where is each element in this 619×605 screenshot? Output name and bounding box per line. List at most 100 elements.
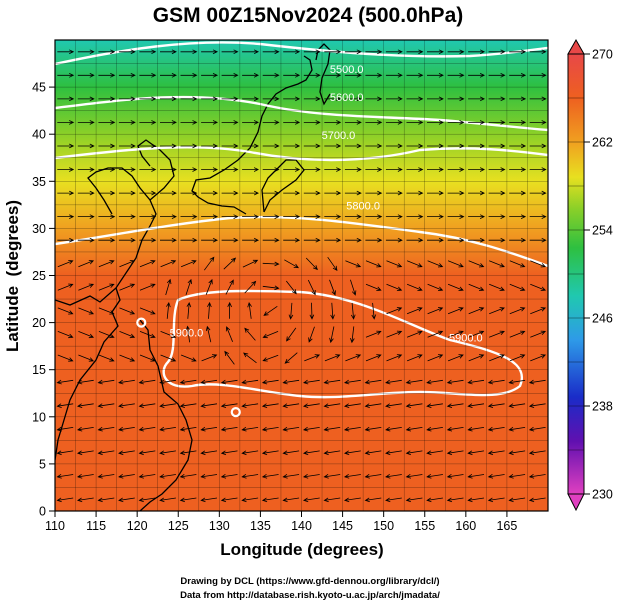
wind-arrow <box>282 403 300 408</box>
wind-arrow <box>385 237 403 243</box>
wind-arrow <box>302 473 320 479</box>
wind-arrow <box>242 96 260 102</box>
wind-arrow <box>302 450 320 456</box>
wind-arrow <box>57 260 74 268</box>
wind-arrow <box>263 305 278 316</box>
wind-arrow <box>330 302 335 320</box>
wind-arrow <box>56 403 74 408</box>
wind-arrow <box>284 259 300 269</box>
wind-arrow <box>186 301 192 319</box>
wind-arrow <box>530 307 547 315</box>
wind-arrow <box>138 473 156 479</box>
grid-lines <box>55 40 548 511</box>
wind-arrow <box>364 379 382 385</box>
wind-arrow <box>160 120 177 125</box>
wind-arrow <box>242 237 260 243</box>
colorbar-tick-label: 270 <box>592 48 613 62</box>
wind-arrow <box>56 426 74 432</box>
wind-arrow <box>447 354 464 362</box>
wind-arrow <box>139 120 157 125</box>
wind-arrow <box>509 260 526 268</box>
wind-arrow <box>427 354 444 362</box>
wind-arrow <box>324 49 342 55</box>
wind-arrow <box>324 120 342 125</box>
wind-arrow <box>76 403 94 408</box>
wind-arrow <box>97 450 115 456</box>
wind-arrow <box>241 450 259 456</box>
wind-arrow <box>98 73 116 78</box>
wind-arrow <box>139 331 156 339</box>
wind-arrow <box>241 403 259 408</box>
wind-arrow <box>159 450 176 456</box>
wind-arrow <box>488 73 506 78</box>
wind-arrow <box>487 426 505 432</box>
wind-arrow <box>180 96 198 102</box>
wind-arrow <box>221 96 239 102</box>
wind-arrow <box>489 330 505 338</box>
colorbar-tick-label: 238 <box>592 400 613 414</box>
wind-arrow <box>118 143 136 149</box>
wind-arrow <box>77 96 95 102</box>
wind-arrow <box>283 96 301 102</box>
temperature-field <box>55 40 548 511</box>
x-tick-label: 140 <box>291 519 312 533</box>
wind-arrow <box>159 497 176 503</box>
wind-arrow <box>262 354 279 362</box>
wind-arrow <box>385 426 402 432</box>
wind-arrow <box>365 96 383 102</box>
wind-arrow <box>303 49 321 55</box>
wind-arrow <box>223 257 237 270</box>
wind-arrow <box>139 283 156 291</box>
wind-arrow <box>385 403 402 408</box>
wind-arrow <box>406 120 424 125</box>
wind-arrow <box>57 49 75 55</box>
wind-arrow <box>262 237 280 243</box>
wind-arrow <box>261 379 279 385</box>
wind-arrow <box>119 331 136 339</box>
credit-line-1: Drawing by DCL (https://www.gfd-dennou.o… <box>180 576 439 587</box>
wind-arrow <box>282 450 300 456</box>
wind-arrow <box>119 307 136 315</box>
wind-arrow <box>98 96 116 102</box>
wind-arrow <box>57 143 75 149</box>
wind-arrow <box>386 330 403 338</box>
wind-arrow <box>242 190 260 196</box>
wind-arrow <box>166 301 171 319</box>
wind-arrow <box>385 73 403 78</box>
wind-arrow <box>57 96 75 102</box>
wind-arrow <box>446 426 464 432</box>
wind-arrow <box>323 450 341 456</box>
wind-arrow <box>160 260 177 268</box>
wind-arrow <box>528 426 546 432</box>
wind-arrow <box>365 49 383 55</box>
wind-arrow <box>427 260 444 268</box>
wind-arrow <box>283 120 301 125</box>
wind-arrow <box>324 167 342 172</box>
wind-arrow <box>118 73 136 78</box>
wind-arrow <box>365 330 382 338</box>
wind-arrow <box>385 190 403 196</box>
wind-arrow <box>529 190 547 196</box>
wind-arrow <box>488 120 506 125</box>
wind-arrow <box>487 379 505 385</box>
wind-arrow <box>386 260 403 268</box>
wind-arrow <box>98 143 116 149</box>
wind-arrow <box>350 302 356 320</box>
wind-arrow <box>283 143 301 149</box>
wind-arrow <box>467 379 485 385</box>
wind-arrow <box>508 379 526 385</box>
wind-arrow <box>98 283 115 291</box>
wind-arrow <box>427 307 444 315</box>
wind-arrow <box>303 190 321 196</box>
x-tick-label: 110 <box>45 519 65 533</box>
wind-arrow <box>323 426 341 432</box>
plot-area <box>55 40 548 511</box>
wind-arrow <box>225 279 234 295</box>
wind-arrow <box>405 450 423 456</box>
wind-arrow <box>406 330 423 338</box>
wind-arrow <box>288 302 294 320</box>
wind-arrow <box>139 260 156 268</box>
wind-arrow <box>180 143 198 149</box>
wind-arrow <box>447 49 465 55</box>
wind-arrow <box>509 354 526 362</box>
